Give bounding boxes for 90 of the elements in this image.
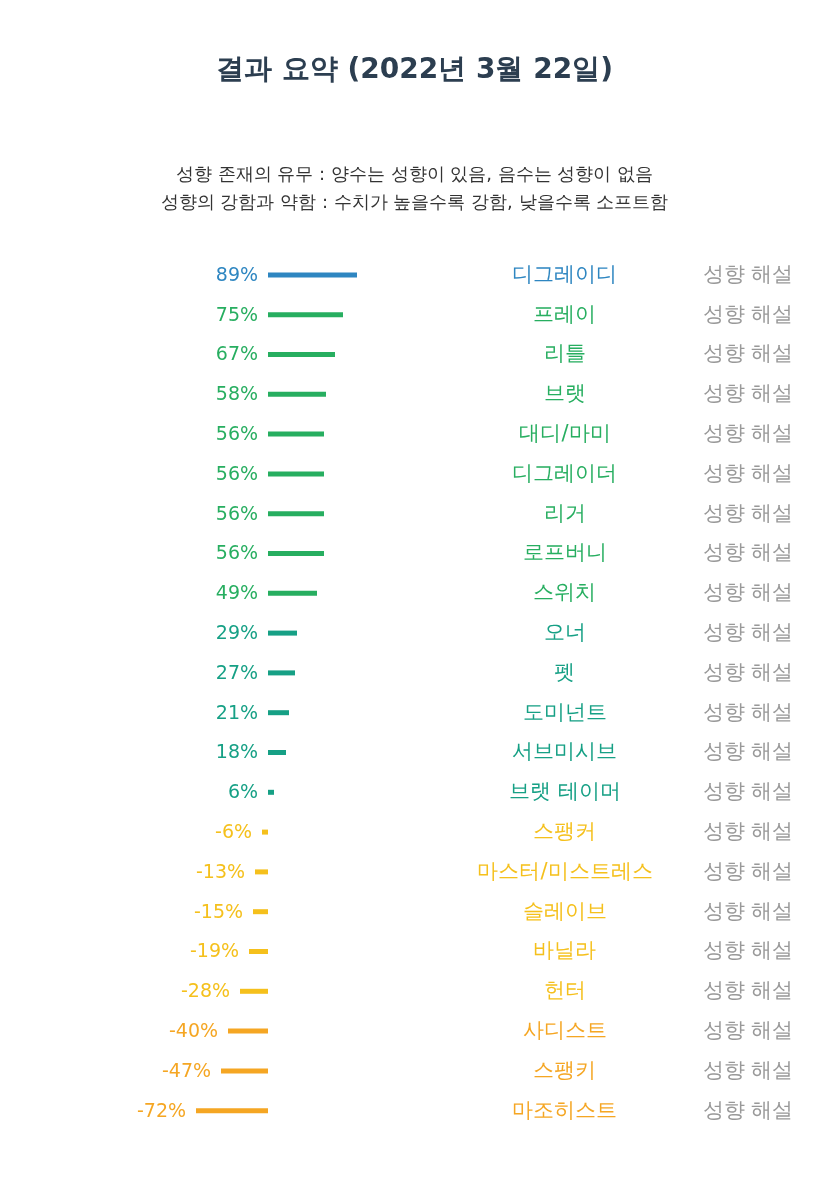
text: 성향 해설 [702, 341, 794, 366]
bar [240, 988, 268, 994]
text: 성향 해설 [702, 978, 794, 1003]
data-label: -19% [189, 939, 239, 962]
y-tick-label: 스위치 [533, 580, 597, 605]
y-tick-label: 헌터 [544, 978, 586, 1003]
data-label: 56% [215, 461, 258, 484]
text: 성향 해설 [702, 540, 794, 565]
data-label: 21% [215, 700, 258, 723]
data-label: -13% [195, 859, 245, 882]
y-tick-label: 바닐라 [533, 938, 597, 963]
bar [268, 551, 324, 556]
text: 성향 해설 [702, 261, 794, 286]
bar [228, 1028, 268, 1034]
y-tick-label: 리거 [544, 500, 586, 525]
bar [221, 1068, 268, 1074]
data-label: -15% [193, 899, 243, 922]
text: 성향 해설 [702, 301, 794, 326]
y-tick-label: 슬레이브 [523, 898, 607, 923]
bar [268, 511, 324, 517]
data-label: 67% [215, 342, 258, 365]
bar [268, 431, 324, 437]
bar [268, 630, 297, 636]
data-label: -40% [168, 1019, 218, 1042]
y-tick-label: 스팽키 [533, 1057, 597, 1082]
data-label: 27% [215, 660, 258, 683]
data-label: 56% [215, 422, 258, 445]
text: 결과 요약 (2022년 3월 22일) [215, 51, 614, 87]
text: 성향 해설 [702, 1057, 794, 1082]
text: 성향 해설 [702, 620, 794, 645]
text: 성향 해설 [702, 460, 794, 485]
text: 성향 해설 [702, 779, 794, 804]
text: 성향 해설 [702, 858, 794, 883]
y-tick-label: 리틀 [544, 341, 586, 366]
data-label: 56% [215, 541, 258, 564]
y-tick-label: 프레이 [533, 301, 597, 326]
data-label: 6% [227, 780, 258, 803]
y-tick-label: 스팽커 [533, 819, 597, 844]
text: 성향 해설 [702, 819, 794, 844]
text: 성향 해설 [702, 898, 794, 923]
y-tick-label: 디그레이디 [512, 261, 618, 286]
bar [268, 670, 295, 676]
y-tick-label: 마스터/미스트레스 [477, 858, 653, 883]
text: 성향 해설 [702, 1018, 794, 1043]
data-label: -28% [180, 979, 230, 1002]
bar [268, 352, 335, 357]
data-label: 29% [215, 621, 258, 644]
y-tick-label: 사디스트 [523, 1018, 607, 1043]
data-label: 56% [215, 501, 258, 524]
data-label: -47% [161, 1058, 211, 1081]
bar [268, 710, 289, 716]
y-tick-label: 마조히스트 [512, 1097, 618, 1122]
y-tick-label: 대디/마미 [519, 421, 611, 446]
text: 성향 해설 [702, 739, 794, 764]
text: 성향 해설 [702, 500, 794, 525]
bar [196, 1108, 268, 1114]
bar [262, 829, 268, 835]
y-tick-label: 도미넌트 [523, 699, 607, 724]
bar [268, 590, 317, 596]
data-label: 58% [215, 382, 258, 405]
data-label: 75% [215, 302, 258, 325]
data-label: 49% [215, 581, 258, 604]
bar [268, 471, 324, 477]
data-label: 18% [215, 740, 258, 763]
bar [253, 909, 268, 915]
data-label: 89% [215, 262, 258, 285]
bar [268, 750, 286, 755]
y-tick-label: 펫 [554, 659, 576, 684]
y-tick-label: 디그레이더 [512, 460, 618, 485]
text: 성향 해설 [702, 580, 794, 605]
text: 성향 해설 [702, 938, 794, 963]
bar [249, 949, 268, 954]
text: 성향 존재의 유무 : 양수는 성향이 있음, 음수는 성향이 없음 성향의 강함과 약함 : 수치가 높을수록 강함, 낮을수록 소프트함 [159, 162, 670, 214]
y-tick-label: 브랫 [544, 381, 586, 406]
y-tick-label: 브랫 테이머 [509, 779, 621, 804]
bar [268, 312, 343, 318]
data-label: -6% [215, 820, 252, 843]
bar [255, 869, 268, 875]
text: 성향 해설 [702, 659, 794, 684]
text: 성향 해설 [702, 1097, 794, 1122]
text: 성향 해설 [702, 421, 794, 446]
text: 성향 해설 [702, 381, 794, 406]
bar [268, 272, 357, 278]
data-label: -72% [136, 1098, 186, 1121]
text: 성향 해설 [702, 699, 794, 724]
y-tick-label: 서브미시브 [512, 739, 618, 764]
y-tick-label: 로프버니 [523, 540, 607, 565]
bar [268, 789, 274, 795]
bar [268, 391, 326, 397]
y-tick-label: 오너 [544, 620, 586, 645]
